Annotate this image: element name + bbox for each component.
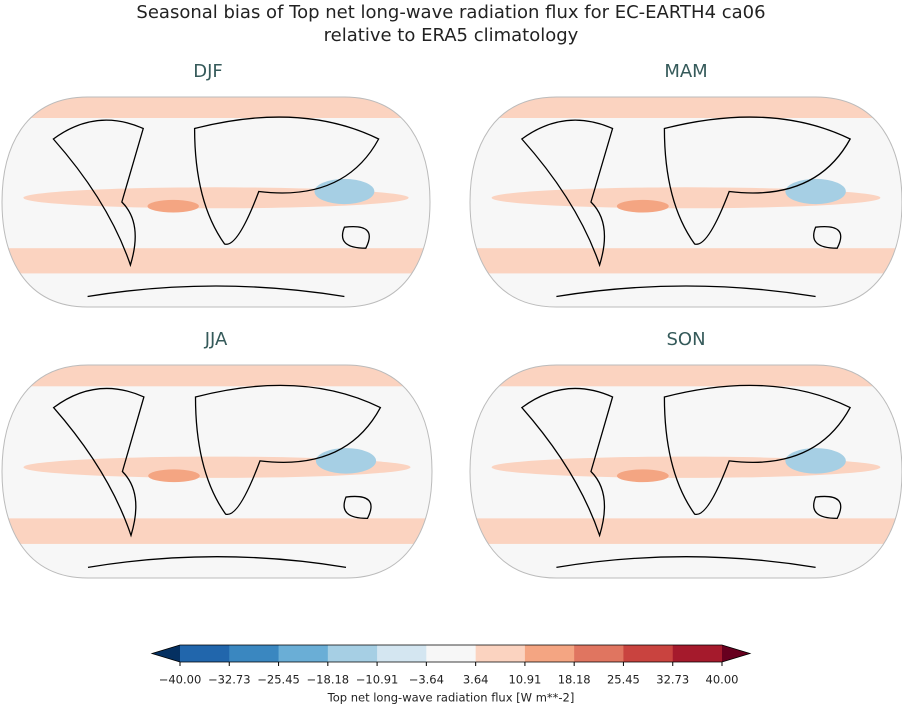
map — [2, 365, 432, 578]
tick-label: 32.73 — [656, 673, 689, 687]
tick-label: 18.18 — [558, 673, 591, 687]
map-frame — [469, 364, 902, 579]
colorbar-label: Top net long-wave radiation flux [W m**-… — [327, 691, 575, 705]
coastline — [52, 116, 380, 298]
bias-band — [2, 248, 430, 274]
bias-band — [491, 456, 881, 478]
bias-blob — [785, 178, 846, 205]
coastline — [520, 384, 852, 568]
tick-label: −25.45 — [257, 673, 300, 687]
tick-label: 3.64 — [463, 673, 489, 687]
colorbar-swatch — [229, 645, 280, 662]
bias-band — [491, 187, 881, 209]
bias-band — [2, 365, 432, 387]
map-frame — [469, 96, 902, 308]
bias-band — [470, 97, 902, 118]
bias-blob — [148, 469, 200, 483]
title-line: Seasonal bias of Top net long-wave radia… — [136, 2, 765, 23]
colorbar-swatch — [180, 645, 230, 662]
colorbar-extend — [722, 645, 750, 662]
colorbar-swatch — [574, 645, 624, 662]
panel-title: JJA — [204, 329, 228, 350]
bias-band — [470, 248, 902, 274]
map — [470, 365, 902, 578]
bias-band — [23, 456, 411, 478]
bias-blob — [616, 469, 669, 483]
colorbar-extend — [152, 645, 180, 662]
map — [2, 97, 430, 307]
bias-blob — [147, 199, 199, 213]
colorbar-swatch — [278, 645, 329, 662]
tick-label: −10.91 — [356, 673, 399, 687]
panel-title: MAM — [664, 61, 707, 82]
bias-blob — [314, 178, 375, 205]
map — [470, 97, 902, 307]
coastline — [52, 384, 382, 568]
tick-label: 40.00 — [706, 673, 739, 687]
bias-blob — [785, 448, 846, 474]
tick-label: −18.18 — [307, 673, 350, 687]
bias-band — [2, 97, 430, 118]
colorbar-swatch — [475, 645, 526, 662]
map-frame — [1, 364, 433, 579]
bias-blob — [616, 199, 669, 213]
colorbar-swatch — [672, 645, 723, 662]
coastline — [520, 116, 852, 298]
bias-blob — [315, 448, 377, 474]
colorbar-swatch — [327, 645, 378, 662]
bias-band — [470, 365, 902, 387]
tick-label: −40.00 — [159, 673, 202, 687]
title-line: relative to ERA5 climatology — [324, 25, 579, 46]
map-frame — [1, 96, 431, 308]
tick-label: −3.64 — [409, 673, 444, 687]
panel-title: SON — [666, 329, 705, 350]
colorbar-swatch — [524, 645, 575, 662]
tick-label: 25.45 — [607, 673, 640, 687]
colorbar-swatch — [377, 645, 427, 662]
bias-band — [470, 518, 902, 544]
tick-label: −32.73 — [208, 673, 251, 687]
tick-label: 10.91 — [508, 673, 541, 687]
colorbar-swatch — [426, 645, 477, 662]
panel-title: DJF — [193, 61, 223, 82]
bias-band — [2, 518, 432, 544]
bias-band — [23, 187, 409, 209]
colorbar-swatch — [623, 645, 674, 662]
